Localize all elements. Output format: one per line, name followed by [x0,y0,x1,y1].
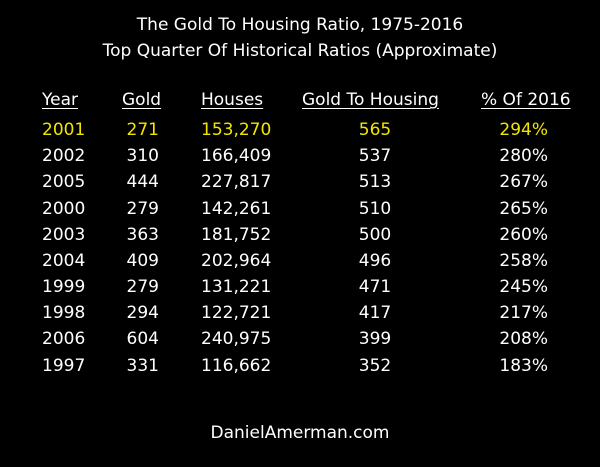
cell-gold: 279 [126,277,159,297]
cell-pct: 258% [499,251,548,271]
cell-houses: 240,975 [201,329,272,349]
cell-gold: 604 [126,329,159,349]
cell-ratio: 496 [358,251,392,271]
cell-gold: 363 [126,225,159,245]
cell-pct: 260% [499,225,548,245]
cell-pct: 245% [499,277,548,297]
cell-gold: 310 [126,146,159,166]
cell-houses: 202,964 [201,251,272,271]
cell-ratio: 537 [358,146,392,166]
table-row: 2000 279 142,261 510 265% [0,199,600,223]
cell-houses: 122,721 [201,303,272,323]
cell-year: 1998 [42,303,86,323]
cell-ratio: 500 [358,225,392,245]
table-row: 2003 363 181,752 500 260% [0,225,600,249]
cell-pct: 217% [499,303,548,323]
column-header-houses: Houses [201,90,264,110]
column-header-pct: % Of 2016 [481,90,571,110]
cell-pct: 208% [499,329,548,349]
cell-pct: 280% [499,146,548,166]
column-header-year: Year [42,90,78,110]
cell-ratio: 565 [358,120,392,140]
column-header-gold: Gold [122,90,162,110]
cell-year: 2002 [42,146,86,166]
cell-houses: 116,662 [201,356,272,376]
cell-pct: 267% [499,172,548,192]
cell-houses: 181,752 [201,225,272,245]
cell-gold: 279 [126,199,159,219]
table-row: 2002 310 166,409 537 280% [0,146,600,170]
cell-year: 2003 [42,225,86,245]
cell-ratio: 510 [358,199,392,219]
table-row: 2006 604 240,975 399 208% [0,329,600,353]
table-row: 1999 279 131,221 471 245% [0,277,600,301]
page-title: The Gold To Housing Ratio, 1975-2016 [136,15,464,35]
cell-ratio: 471 [358,277,392,297]
cell-ratio: 352 [358,356,392,376]
cell-year: 2004 [42,251,86,271]
table-row: 2004 409 202,964 496 258% [0,251,600,275]
cell-gold: 409 [126,251,159,271]
table-row: 1998 294 122,721 417 217% [0,303,600,327]
cell-gold: 331 [126,356,159,376]
cell-ratio: 513 [358,172,392,192]
cell-houses: 153,270 [201,120,272,140]
table-row: 2005 444 227,817 513 267% [0,172,600,196]
cell-houses: 166,409 [201,146,272,166]
cell-year: 2006 [42,329,86,349]
cell-gold: 271 [126,120,159,140]
cell-houses: 142,261 [201,199,272,219]
cell-ratio: 399 [358,329,392,349]
cell-gold: 294 [126,303,159,323]
cell-year: 2001 [42,120,86,140]
page-subtitle: Top Quarter Of Historical Ratios (Approx… [102,41,498,61]
website-credit: DanielAmerman.com [210,423,390,443]
cell-houses: 131,221 [201,277,272,297]
cell-houses: 227,817 [201,172,272,192]
cell-year: 2000 [42,199,86,219]
cell-pct: 265% [499,199,548,219]
cell-year: 1999 [42,277,86,297]
cell-ratio: 417 [358,303,392,323]
cell-year: 2005 [42,172,86,192]
column-header-ratio: Gold To Housing [302,90,439,110]
cell-pct: 183% [499,356,548,376]
table-row-highlighted: 2001 271 153,270 565 294% [0,120,600,144]
table-row: 1997 331 116,662 352 183% [0,356,600,380]
cell-year: 1997 [42,356,86,376]
cell-gold: 444 [126,172,159,192]
cell-pct: 294% [499,120,548,140]
